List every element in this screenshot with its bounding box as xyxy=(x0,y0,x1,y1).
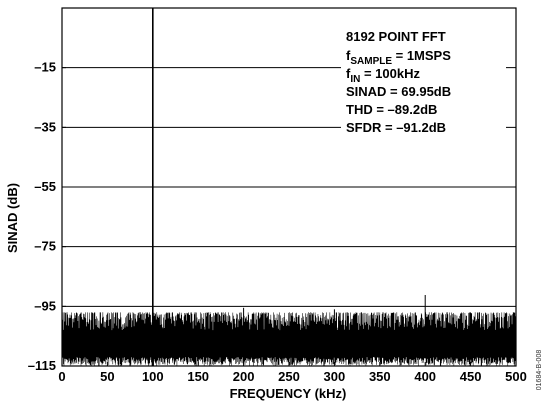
annotation-thd: THD = –89.2dB xyxy=(346,102,437,117)
x-tick-label: 300 xyxy=(324,369,346,384)
x-tick-label: 150 xyxy=(187,369,209,384)
y-tick-label: –15 xyxy=(34,60,56,75)
y-tick-label: –115 xyxy=(28,358,56,373)
x-tick-label: 100 xyxy=(142,369,164,384)
annotation-sfdr: SFDR = –91.2dB xyxy=(346,120,446,135)
x-tick-label: 500 xyxy=(505,369,527,384)
x-tick-label: 50 xyxy=(100,369,114,384)
x-tick-label: 200 xyxy=(233,369,255,384)
annotation-fft-points: 8192 POINT FFT xyxy=(346,29,446,44)
plot-area xyxy=(61,8,517,366)
x-tick-label: 450 xyxy=(460,369,482,384)
x-axis-ticks: 0 50 100 150 200 250 300 350 400 450 500 xyxy=(58,362,527,384)
x-axis-label: FREQUENCY (kHz) xyxy=(230,386,347,401)
noise-floor-trace xyxy=(61,312,517,366)
x-tick-label: 250 xyxy=(278,369,300,384)
annotation-sinad: SINAD = 69.95dB xyxy=(346,84,451,99)
x-tick-label: 350 xyxy=(369,369,391,384)
x-tick-label: 0 xyxy=(58,369,65,384)
annotation-block: 8192 POINT FFT fSAMPLE = 1MSPS fIN = 100… xyxy=(346,29,451,135)
annotation-sample-rate: fSAMPLE = 1MSPS xyxy=(346,48,451,67)
figure-code: 01684-B-008 xyxy=(536,350,543,391)
y-tick-label: –35 xyxy=(34,119,56,134)
y-tick-label: –55 xyxy=(34,179,56,194)
x-tick-label: 400 xyxy=(414,369,436,384)
y-tick-label: –95 xyxy=(34,298,56,313)
annotation-background xyxy=(341,24,506,138)
annotation-input-frequency: fIN = 100kHz xyxy=(346,66,420,85)
y-axis-label: SINAD (dB) xyxy=(5,183,20,253)
y-tick-label: –75 xyxy=(34,239,56,254)
y-axis-ticks: –15 –35 –55 –75 –95 –115 xyxy=(28,60,66,373)
